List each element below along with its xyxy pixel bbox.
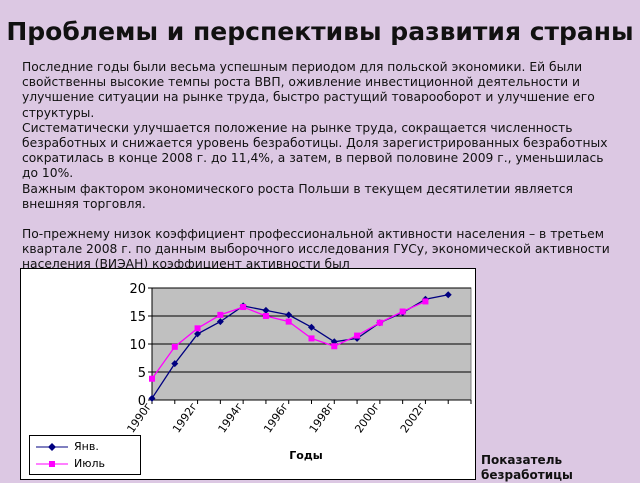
data-point-jul: [262, 313, 269, 319]
chart-legend: Янв. Июль: [29, 435, 141, 475]
data-point-jul: [171, 343, 178, 350]
data-point-jan: [171, 360, 179, 368]
data-point-jan: [194, 330, 202, 338]
data-point-jan: [308, 323, 315, 331]
data-point-jan: [444, 291, 452, 299]
paragraph-gap: [22, 212, 620, 227]
data-point-jul: [399, 308, 406, 315]
data-point-jan: [285, 311, 293, 319]
legend-jul-marker: [36, 461, 68, 467]
legend-item-jul: Июль: [34, 456, 138, 472]
chart-svg: 0 5 10 15 20 1990г 1992г 1994г 1996г 1998г 2000г 20…: [124, 282, 472, 462]
gridlines: [152, 287, 471, 373]
data-point-jul: [422, 298, 429, 305]
paragraph-foreign-trade: Важным фактором экономического роста Пол…: [22, 181, 573, 211]
side-label: Показатель безработицы: [481, 453, 573, 482]
x-tick-label: 1994г: [216, 400, 246, 435]
legend-jan-label: Янв.: [74, 440, 99, 453]
body-text: Последние годы были весьма успешным пери…: [22, 60, 620, 273]
data-point-jul: [217, 311, 224, 318]
x-tick-label: 2002г: [398, 400, 428, 435]
x-tick-label: 1996г: [261, 400, 291, 435]
y-tick-label: 10: [129, 338, 146, 353]
y-tick-label: 15: [129, 310, 146, 325]
legend-item-jan: Янв.: [34, 439, 138, 455]
paragraph-activity: По-прежнему низок коэффициент профессион…: [22, 227, 610, 272]
series-line-jan: [151, 294, 449, 399]
paragraph-labor-market: Систематически улучшается положение на р…: [22, 120, 608, 181]
x-tick-label: 1990г: [124, 400, 154, 435]
data-point-jan: [330, 338, 338, 346]
x-tick-label: 1998г: [307, 400, 337, 435]
data-point-jan: [262, 306, 270, 314]
x-axis-label: Годы: [289, 449, 322, 462]
legend-jan-marker: [36, 443, 68, 451]
unemployment-chart: 0 5 10 15 20 1990г 1992г 1994г 1996г 1998г 2000г 20…: [20, 268, 476, 480]
legend-jul-label: Июль: [74, 457, 106, 470]
data-point-jul: [308, 335, 315, 342]
y-tick-label: 0: [138, 394, 146, 409]
data-point-jan: [148, 394, 156, 402]
data-point-jul: [285, 318, 292, 325]
x-tick-label: 1992г: [170, 400, 200, 435]
slide-title: Проблемы и перспективы развития страны: [6, 17, 634, 46]
x-tick-label: 2000г: [352, 400, 382, 435]
data-point-jul: [376, 319, 383, 326]
data-point-jul: [240, 304, 247, 311]
data-point-jul: [331, 343, 338, 350]
data-point-jul: [149, 375, 155, 382]
paragraph-economy: Последние годы были весьма успешным пери…: [22, 60, 595, 120]
y-tick-label: 20: [129, 282, 146, 297]
data-point-jul: [194, 325, 201, 332]
data-point-jul: [354, 332, 361, 339]
y-tick-label: 5: [138, 366, 146, 381]
series-layer: [148, 291, 452, 402]
data-point-jan: [216, 318, 224, 326]
